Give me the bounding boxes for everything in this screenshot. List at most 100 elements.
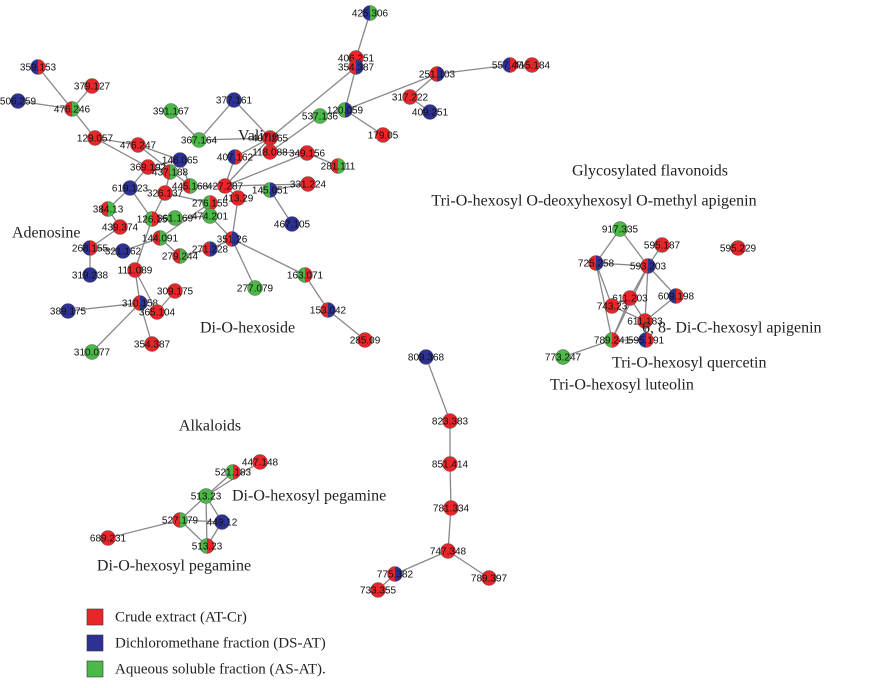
node-label: 409.251 — [412, 108, 449, 119]
node-label: 427.287 — [207, 182, 244, 193]
node-label: 781.334 — [433, 504, 470, 515]
edge — [269, 115, 321, 153]
node-label: 725.258 — [578, 259, 615, 270]
edge — [67, 302, 141, 312]
node-label: 309.175 — [157, 287, 194, 298]
edge — [198, 99, 235, 141]
node-circle — [375, 127, 391, 143]
node-label: 773.247 — [545, 353, 582, 364]
node-label: 851.414 — [432, 460, 469, 471]
node-label: 285.09 — [350, 336, 381, 347]
node-label: 361.169 — [157, 214, 194, 225]
node: 120.059 — [327, 102, 364, 118]
node-circle — [10, 93, 26, 109]
node: 389.175 — [50, 303, 87, 319]
node: 789.397 — [471, 570, 508, 586]
node-label: 251.103 — [419, 70, 456, 81]
node-circle — [442, 456, 458, 472]
node-slice — [638, 332, 646, 348]
node: 823.383 — [432, 413, 469, 429]
node-circle — [198, 488, 214, 504]
node-label: 126.15 — [137, 215, 168, 226]
node-outline — [604, 332, 620, 348]
node: 310.077 — [74, 344, 111, 360]
annotation: Alkaloids — [179, 418, 241, 435]
node-label: 611.203 — [612, 294, 648, 305]
node-slice — [362, 5, 370, 21]
node-label: 595.229 — [720, 244, 757, 255]
node-slice — [387, 566, 395, 582]
node: 268.155 — [72, 240, 109, 256]
node-slice — [370, 5, 378, 21]
node: 361.169 — [157, 210, 194, 226]
node-label: 557.474 — [492, 61, 529, 72]
node-slice — [224, 231, 232, 247]
node-slice — [676, 288, 684, 304]
node-slice — [328, 302, 336, 318]
node: 447.148 — [242, 454, 279, 470]
node: 367.164 — [181, 132, 218, 148]
edge — [94, 137, 149, 168]
node-label: 326.137 — [147, 189, 184, 200]
node-slice — [648, 258, 656, 274]
legend-label: Aqueous soluble fraction (AS-AT). — [115, 661, 326, 677]
node-circle — [443, 500, 459, 516]
annotation: Di-O-hexosyl pegamine — [97, 558, 251, 575]
node-slice — [345, 102, 353, 118]
node-label: 513.23 — [192, 542, 223, 553]
node-circle — [100, 530, 116, 546]
node: 285.09 — [350, 332, 381, 348]
node-label: 144.091 — [142, 234, 179, 245]
edge — [231, 238, 306, 276]
node: 725.258 — [578, 255, 615, 271]
annotation: Di-O-hexoside — [200, 320, 295, 337]
node-slice — [320, 302, 328, 318]
node-label: 354.387 — [338, 63, 375, 74]
node-label: 406.251 — [338, 54, 375, 65]
node-label: 163.071 — [287, 271, 324, 282]
node-label: 153.042 — [310, 306, 347, 317]
node-outline — [132, 295, 148, 311]
node: 359.153 — [20, 59, 57, 75]
edge — [134, 218, 153, 271]
node-circle — [130, 137, 146, 153]
node-label: 377.161 — [216, 96, 253, 107]
node-label: 445.168 — [172, 182, 209, 193]
node-outline — [429, 66, 445, 82]
node-circle — [163, 103, 179, 119]
node-label: 317.222 — [392, 93, 429, 104]
node-circle — [481, 570, 497, 586]
node: 365.104 — [139, 304, 176, 320]
edge — [91, 302, 141, 353]
node-circle — [167, 210, 183, 226]
node-label: 789.241 — [594, 336, 631, 347]
node-label: 389.175 — [50, 307, 87, 318]
edge — [595, 262, 649, 267]
node: 513.23 — [192, 538, 223, 554]
node-outline — [638, 332, 654, 348]
edge — [159, 202, 211, 239]
node-circle — [262, 144, 278, 160]
node-slice — [182, 178, 190, 194]
node-circle — [252, 454, 268, 470]
node-circle — [127, 262, 143, 278]
node: 537.136 — [302, 108, 339, 124]
node-label: 439.374 — [102, 223, 139, 234]
node-label: 789.397 — [471, 574, 508, 585]
node: 439.374 — [102, 219, 139, 235]
node-circle — [191, 132, 207, 148]
edge — [327, 309, 366, 341]
annotation: Valine — [238, 128, 279, 145]
node-outline — [64, 101, 80, 117]
node: 179.05 — [368, 127, 399, 143]
edge — [134, 269, 158, 313]
node-label: 743.23 — [597, 302, 628, 313]
node-circle — [230, 190, 246, 206]
node-label: 415.184 — [514, 61, 551, 72]
legend-label: Crude extract (AT-Cr) — [115, 609, 247, 625]
node-circle — [84, 78, 100, 94]
node-outline — [202, 241, 218, 257]
node: 331.224 — [290, 176, 327, 192]
node-circle — [637, 313, 653, 329]
